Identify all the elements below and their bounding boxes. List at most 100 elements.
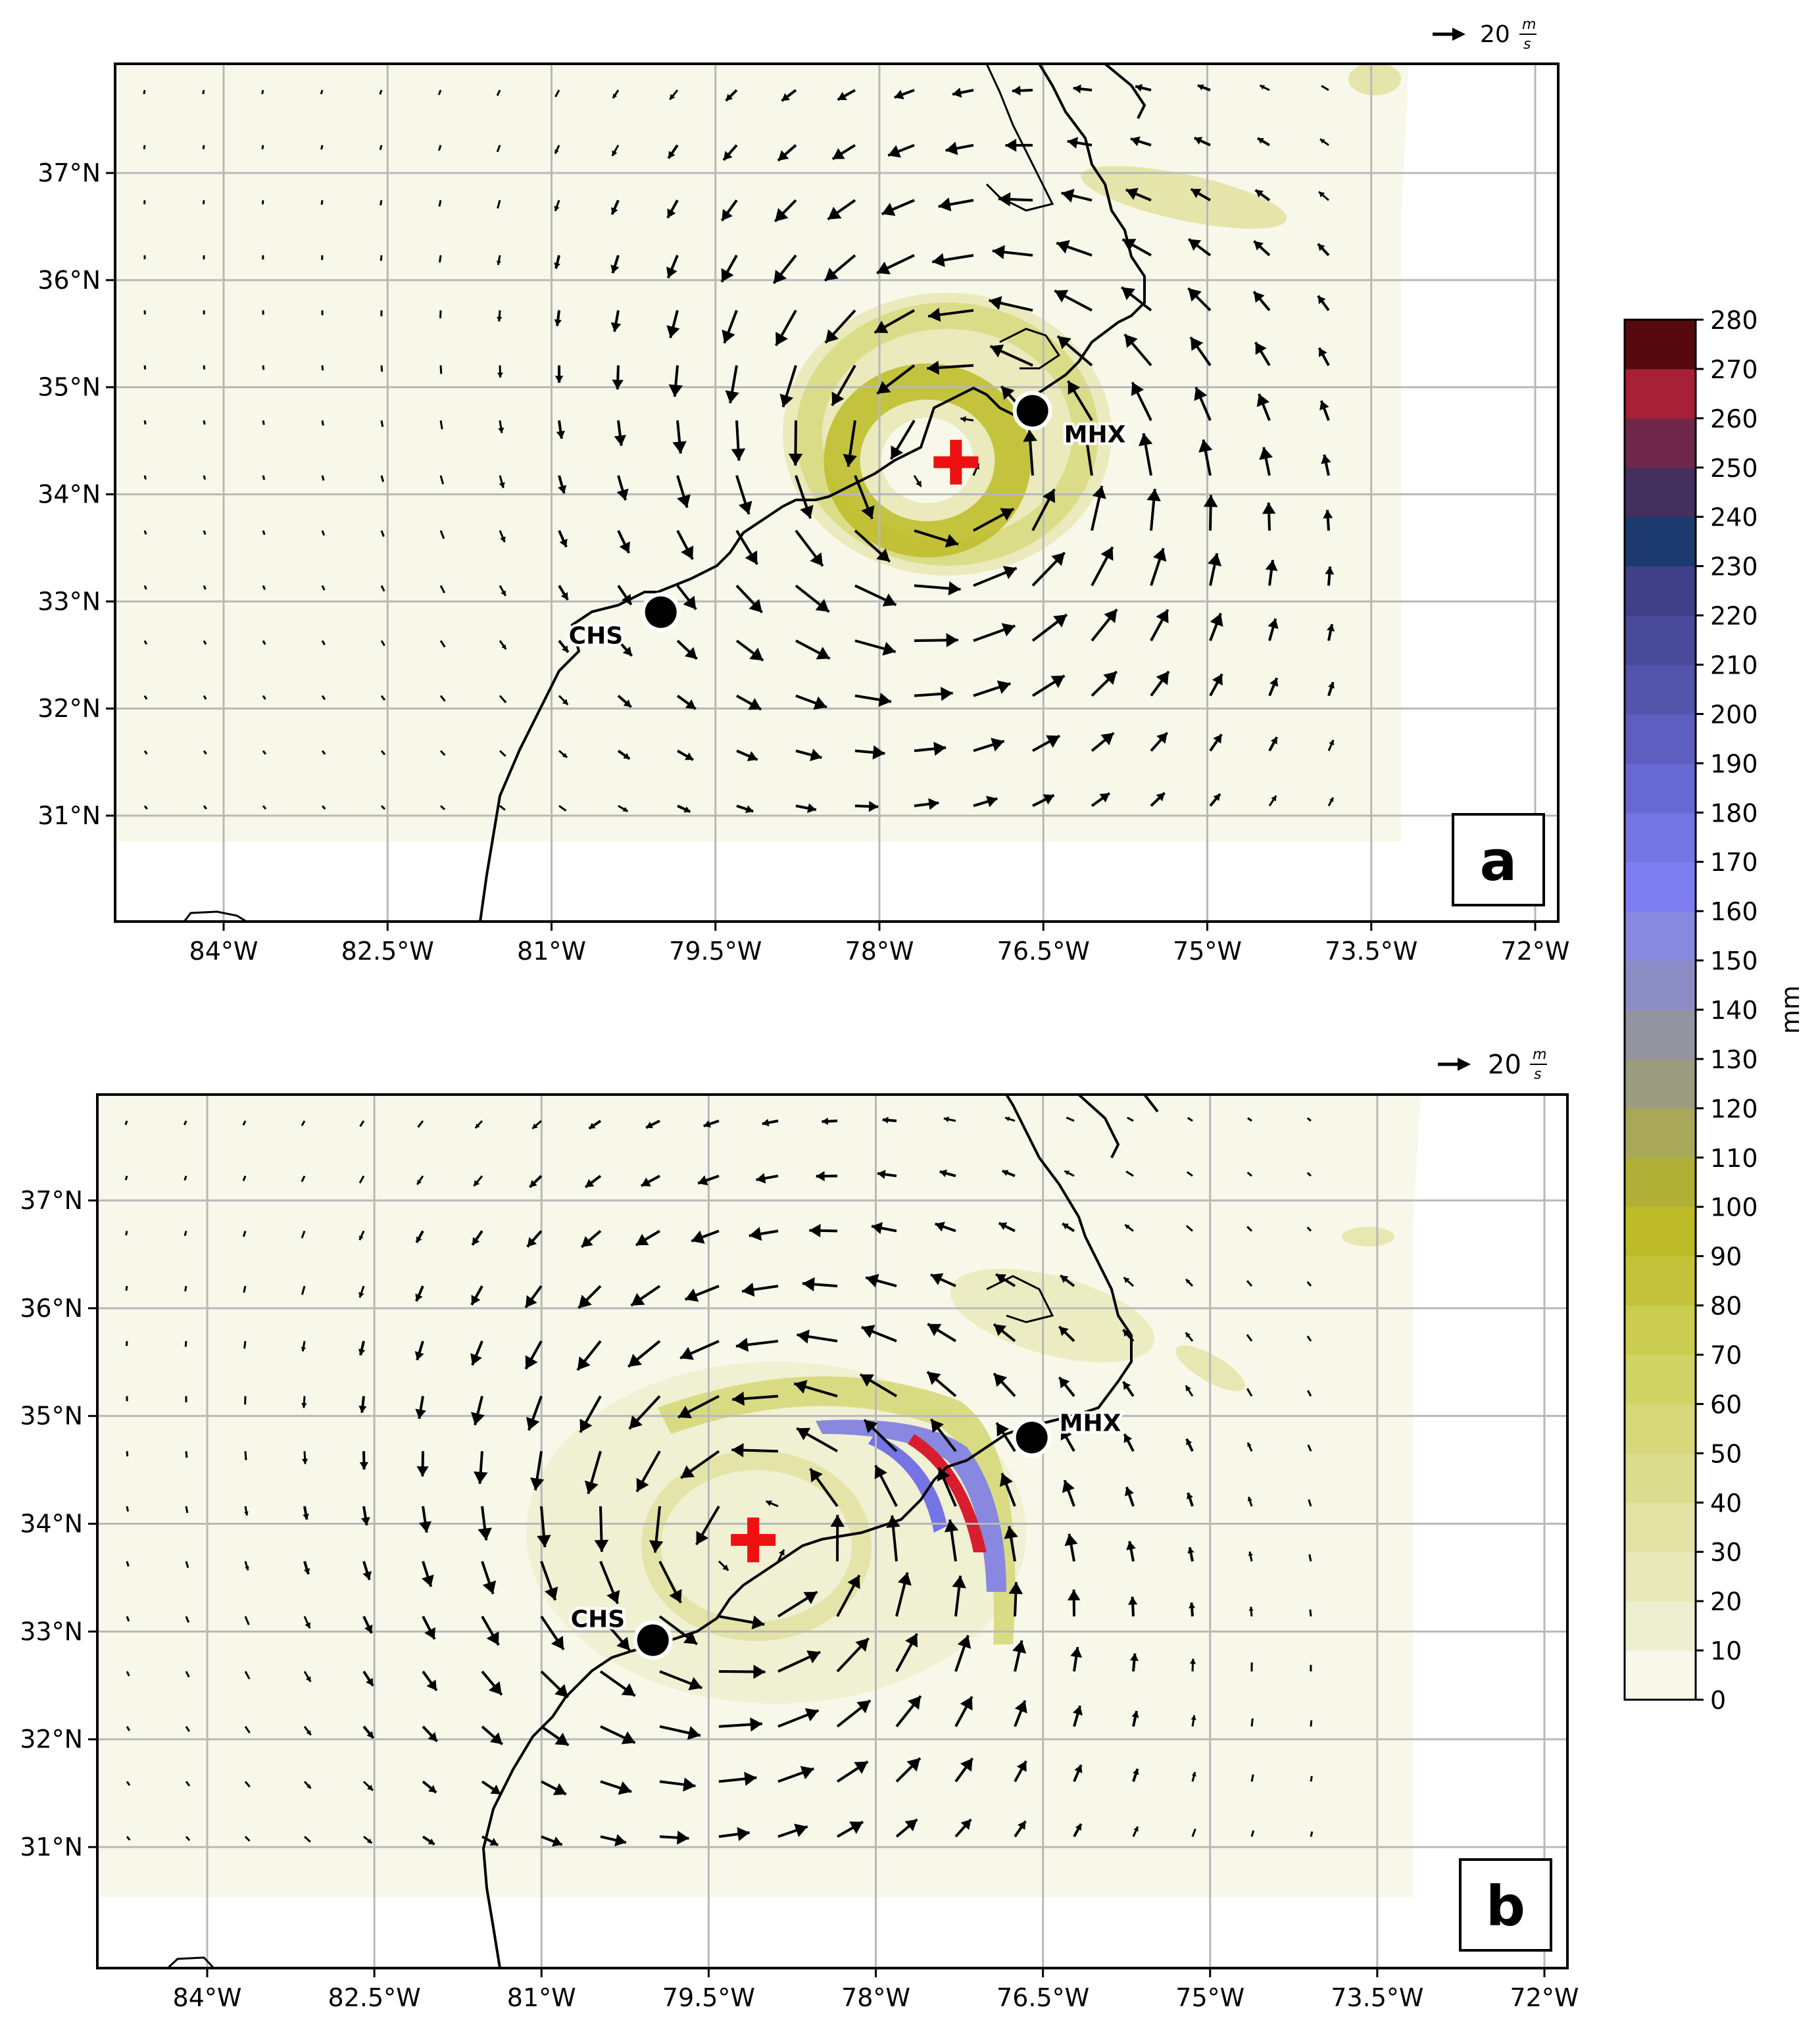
wind-vector xyxy=(203,805,207,810)
wind-vector xyxy=(380,750,386,756)
wind-vector-head xyxy=(1014,1700,1027,1714)
wind-vector-head xyxy=(1008,1582,1023,1594)
wind-vector xyxy=(437,145,442,151)
wind-vector-head xyxy=(527,1237,537,1247)
wind-vector-head xyxy=(703,1120,711,1128)
wind-vector xyxy=(143,585,147,590)
wind-vector-head xyxy=(943,1116,950,1123)
wind-vector-head xyxy=(882,1116,889,1124)
wind-vector-head xyxy=(1135,84,1143,92)
wind-vector-head xyxy=(537,1535,551,1548)
wind-vector-head xyxy=(861,1325,875,1339)
wind-vector xyxy=(301,1285,306,1295)
wind-vector-head xyxy=(1018,1821,1026,1830)
wind-vector-head xyxy=(1131,1711,1139,1718)
wind-vector-head xyxy=(927,1323,942,1337)
wind-vector-head xyxy=(666,266,677,278)
wind-vector xyxy=(244,1451,247,1460)
panel-a-wind-vectors xyxy=(143,84,1335,814)
wind-vector-head xyxy=(554,262,560,269)
wind-vector xyxy=(358,1175,365,1184)
wind-vector-head xyxy=(562,699,568,705)
wind-vector-head xyxy=(825,329,839,343)
wind-vector xyxy=(203,365,206,370)
wind-vector-head xyxy=(497,316,503,322)
wind-vector xyxy=(203,750,207,755)
colorbar-band xyxy=(1625,320,1696,370)
wind-vector xyxy=(1250,1774,1254,1782)
wind-vector-head xyxy=(1213,793,1220,801)
wind-vector xyxy=(1306,1226,1312,1232)
wind-vector xyxy=(1321,85,1329,91)
wind-vector-head xyxy=(621,1683,635,1696)
wind-vector-head xyxy=(1320,139,1325,144)
colorbar-tick-label: 240 xyxy=(1710,503,1758,532)
wind-vector xyxy=(185,1671,190,1678)
colorbar-tick-label: 270 xyxy=(1710,355,1758,384)
wind-vector-head xyxy=(751,1615,765,1630)
wind-vector xyxy=(1191,1828,1196,1837)
wind-vector-head xyxy=(1121,287,1135,301)
wind-vector-head xyxy=(803,1592,818,1604)
colorbar-band xyxy=(1625,467,1696,518)
wind-vector-head xyxy=(585,1179,595,1187)
wind-vector-head xyxy=(1319,191,1325,198)
wind-vector-head xyxy=(766,1500,772,1506)
wind-vector-head xyxy=(944,1519,959,1533)
wind-vector-head xyxy=(1067,1589,1081,1600)
x-tick-label: 76.5°W xyxy=(997,937,1090,966)
y-tick-label: 33°N xyxy=(20,1617,83,1646)
wind-vector-head xyxy=(619,541,630,553)
wind-vector-head xyxy=(1317,295,1326,305)
wind-vector-head xyxy=(744,1771,757,1787)
panel-b-wind-vectors xyxy=(124,1116,1314,1847)
wind-vector-head xyxy=(788,453,803,466)
colorbar-tick-label: 260 xyxy=(1710,405,1758,433)
wind-vector-head xyxy=(874,320,889,333)
wind-vector-head xyxy=(843,454,857,467)
colorbar-band xyxy=(1625,1256,1696,1306)
x-tick-label: 73.5°W xyxy=(1325,937,1417,966)
wind-vector-head xyxy=(931,1419,944,1433)
wind-vector-head xyxy=(860,1374,874,1387)
wind-vector xyxy=(321,805,326,810)
wind-vector xyxy=(125,1285,128,1291)
wind-vector-head xyxy=(616,1637,630,1650)
wind-vector xyxy=(380,585,385,592)
wind-vector-head xyxy=(1317,243,1325,251)
wind-vector-head xyxy=(606,1590,620,1604)
wind-vector-head xyxy=(999,1473,1013,1487)
wind-vector-head xyxy=(927,1371,941,1385)
wind-vector-head xyxy=(794,1379,808,1394)
wind-vector-head xyxy=(904,1819,918,1831)
y-tick-label: 37°N xyxy=(37,159,101,187)
wind-vector-head xyxy=(554,376,564,383)
wind-vector-head xyxy=(928,307,941,322)
wind-vector-head xyxy=(499,481,505,488)
wind-vector-head xyxy=(872,745,885,760)
wind-vector-head xyxy=(558,485,567,494)
wind-vector-head xyxy=(526,1295,537,1308)
wind-vector-head xyxy=(1191,1715,1196,1721)
panel-a-ref-unit-den: s xyxy=(1523,36,1531,53)
wind-vector-head xyxy=(882,593,897,606)
colorbar-band xyxy=(1625,714,1696,764)
wind-vector-head xyxy=(1191,1772,1196,1777)
y-tick-label: 32°N xyxy=(20,1725,83,1754)
wind-vector xyxy=(202,200,205,205)
wind-vector-head xyxy=(816,1171,825,1181)
wind-vector-head xyxy=(589,1122,596,1129)
wind-vector xyxy=(1250,1830,1255,1837)
wind-vector-head xyxy=(849,1821,864,1834)
wind-vector-head xyxy=(417,1179,422,1185)
wind-vector-head xyxy=(1100,547,1114,561)
wind-vector-head xyxy=(1000,508,1014,521)
wind-vector-head xyxy=(677,1831,689,1845)
wind-vector-head xyxy=(628,1354,642,1367)
wind-vector-head xyxy=(1186,1279,1191,1284)
colorbar-band xyxy=(1625,812,1696,862)
wind-vector-head xyxy=(668,384,683,397)
wind-vector xyxy=(124,1120,128,1125)
x-tick-label: 82.5°W xyxy=(341,937,434,966)
storm-center-vbar xyxy=(950,439,962,485)
